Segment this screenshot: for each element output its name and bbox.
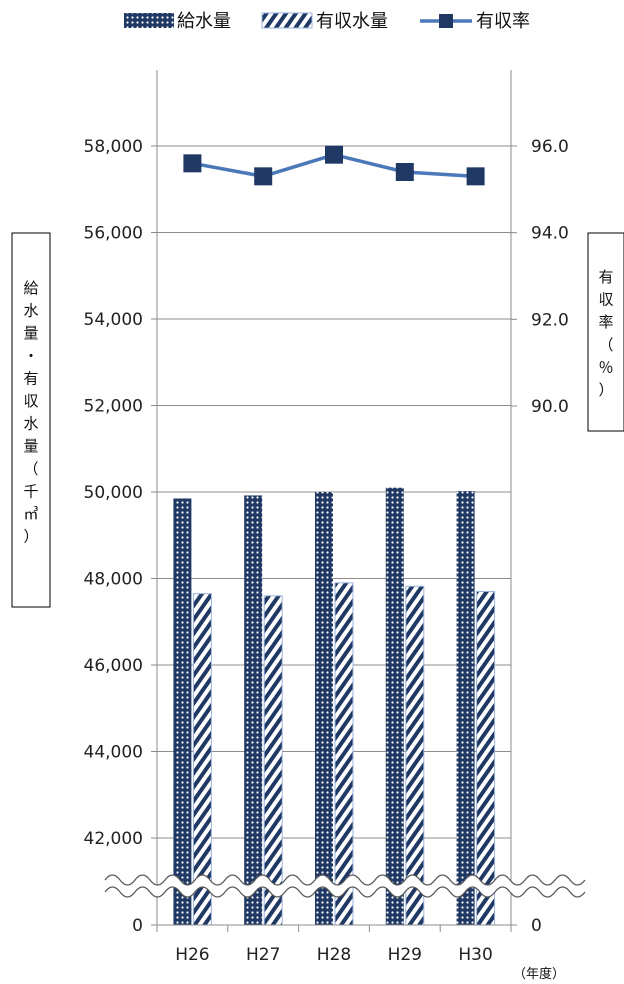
- left-tick-label: 50,000: [84, 483, 143, 503]
- right-tick-label: 0: [531, 916, 542, 936]
- break-wave-top: [104, 874, 586, 886]
- bar-supply-H30: [456, 491, 475, 925]
- right-tick-label: 94.0: [531, 224, 569, 244]
- right-axis-title-char: 率: [598, 313, 613, 331]
- x-tick-label: H26: [175, 945, 209, 965]
- left-axis-title-char: 量: [23, 437, 38, 455]
- x-tick-label: H30: [458, 945, 492, 965]
- left-axis-title-char: 給: [23, 279, 38, 297]
- left-tick-label: 42,000: [84, 829, 143, 849]
- bar-supply-H26: [173, 498, 192, 925]
- left-axis-title-char: ）: [23, 528, 38, 546]
- left-tick-label: 44,000: [84, 743, 143, 763]
- left-tick-label: 56,000: [84, 224, 143, 244]
- right-axis-title-char: 収: [598, 291, 613, 309]
- bars: [173, 487, 496, 926]
- bar-supply-H28: [315, 492, 333, 925]
- right-tick-label: 90.0: [531, 397, 569, 417]
- left-tick-label: 46,000: [84, 656, 143, 676]
- legend-label-supply: 給水量: [177, 11, 231, 32]
- rate-point-H29: [395, 163, 414, 181]
- left-tick-label: 0: [132, 916, 143, 936]
- bar-supply-H29: [385, 487, 404, 925]
- tick-labels: 0 42,000 44,000 46,000 48,000 50,000 52,000 54,…: [84, 137, 569, 965]
- left-axis-title-char: 量: [23, 324, 38, 342]
- left-axis-title-char: （: [23, 460, 38, 478]
- bar-billed-H30: [476, 590, 496, 926]
- legend-label-billed: 有収水量: [316, 11, 388, 32]
- legend-swatch-supply: [124, 13, 174, 28]
- left-tick-label: 54,000: [84, 310, 143, 330]
- bar-supply-H27: [244, 495, 263, 925]
- gridlines: [157, 145, 511, 839]
- bar-billed-H29: [405, 585, 425, 926]
- x-tick-label: H28: [317, 945, 351, 965]
- right-axis-title-char: ）: [598, 381, 613, 399]
- rate-point-H30: [466, 167, 485, 186]
- right-tick-label: 92.0: [531, 310, 569, 330]
- left-axis-title-char: ㎥: [23, 505, 38, 523]
- right-tick-label: 96.0: [531, 137, 569, 157]
- break-wave-bottom: [104, 886, 586, 898]
- x-tick-label: H29: [388, 945, 422, 965]
- left-axis-title-char: ・: [23, 347, 38, 365]
- right-axis-title-char: 有: [598, 268, 613, 286]
- left-axis-title: 給水量・有収水量（千㎥）: [23, 279, 38, 546]
- x-axis-unit: （年度）: [513, 966, 565, 982]
- right-axis-title-char: ％: [598, 358, 613, 376]
- left-axis-title-char: 収: [23, 392, 38, 410]
- rate-point-H27: [254, 167, 273, 186]
- legend-label-rate: 有収率: [476, 11, 530, 32]
- left-axis-title-char: 水: [23, 415, 38, 433]
- bar-billed-H28: [334, 582, 354, 926]
- left-axis-title-char: 水: [23, 302, 38, 320]
- legend-marker-rate: [439, 14, 453, 28]
- bar-billed-H27: [263, 595, 283, 926]
- rate-point-H26: [183, 154, 202, 173]
- left-tick-label: 52,000: [84, 397, 143, 417]
- left-axis-title-box: [11, 232, 51, 608]
- rate-line: [183, 145, 485, 186]
- legend: 給水量 有収水量 有収率: [124, 11, 530, 32]
- legend-swatch-billed: [261, 12, 313, 29]
- right-axis-title-box: [587, 232, 624, 432]
- rate-point-H28: [325, 145, 343, 164]
- left-axis-title-char: 千: [23, 482, 38, 500]
- left-tick-label: 58,000: [84, 137, 143, 157]
- axes: [151, 70, 517, 932]
- x-tick-label: H27: [246, 945, 280, 965]
- right-axis-title-char: （: [598, 336, 613, 354]
- axis-break: [104, 874, 586, 898]
- right-axis-title: 有収率 （ ％ ）: [598, 268, 613, 399]
- left-tick-label: 48,000: [84, 570, 143, 590]
- left-axis-title-char: 有: [23, 369, 38, 387]
